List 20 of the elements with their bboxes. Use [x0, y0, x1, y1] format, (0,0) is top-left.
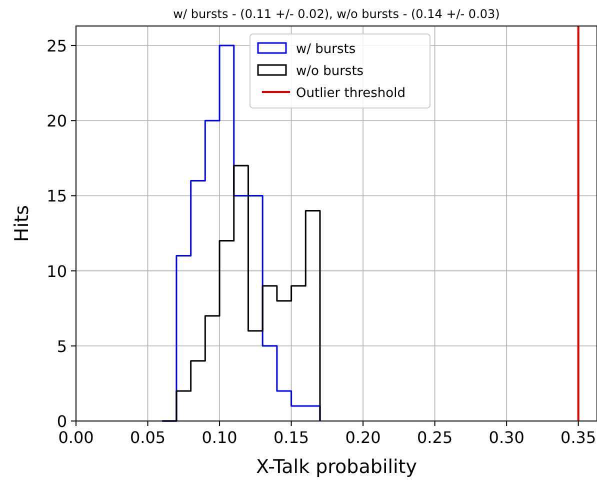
x-tick-label: 0.10: [202, 428, 238, 447]
y-tick-label: 10: [46, 262, 67, 281]
y-axis-title: Hits: [11, 205, 33, 242]
y-tick-label: 15: [46, 186, 67, 206]
x-axis-title: X-Talk probability: [256, 456, 417, 478]
legend-label: Outlier threshold: [296, 86, 406, 101]
x-tick-label: 0.05: [130, 428, 166, 447]
x-tick-label: 0.25: [417, 428, 453, 447]
y-tick-label: 5: [56, 336, 67, 356]
legend-label: w/ bursts: [296, 42, 356, 57]
legend-label: w/o bursts: [296, 64, 364, 79]
x-tick-label: 0.30: [488, 428, 524, 447]
y-tick-label: 20: [46, 112, 67, 131]
chart-title: w/ bursts - (0.11 +/- 0.02), w/o bursts - (0.14 +/- 0.03): [173, 7, 500, 21]
y-tick-label: 25: [46, 36, 67, 56]
x-tick-label: 0.20: [345, 428, 381, 447]
x-tick-label: 0.15: [273, 428, 310, 447]
x-tick-label: 0.00: [58, 428, 94, 447]
y-tick-label: 0: [56, 412, 67, 431]
x-tick-label: 0.35: [560, 428, 596, 447]
